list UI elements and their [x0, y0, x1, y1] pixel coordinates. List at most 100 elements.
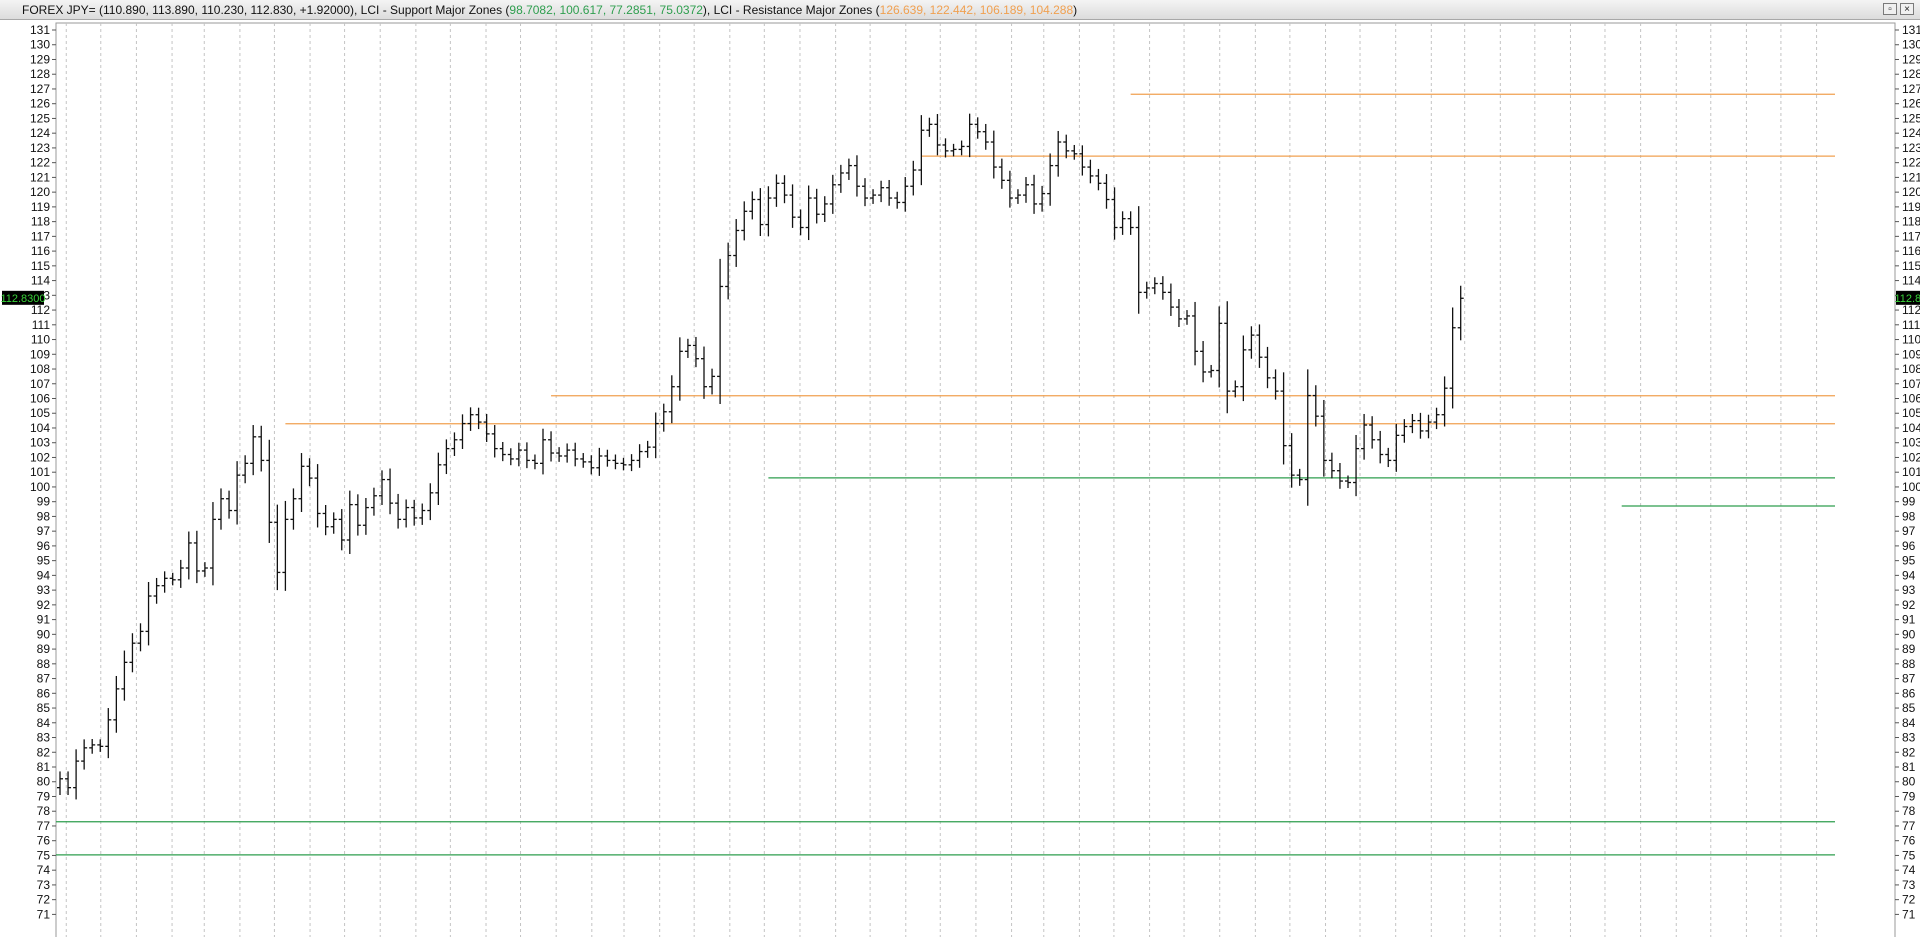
- y-tick-label: 117: [31, 229, 50, 243]
- y-tick-label: 130: [1902, 38, 1920, 52]
- y-tick-label: 104: [30, 421, 50, 435]
- y-tick-label: 122: [30, 156, 50, 170]
- y-tick-label: 81: [37, 760, 51, 774]
- last-price-marker-left: [2, 290, 44, 305]
- y-tick-label: 72: [1902, 893, 1916, 907]
- y-tick-label: 82: [37, 745, 51, 759]
- y-tick-label: 118: [31, 215, 50, 229]
- y-tick-label: 131: [1902, 23, 1920, 37]
- y-tick-label: 85: [37, 701, 51, 715]
- y-tick-label: 109: [1902, 347, 1920, 361]
- y-tick-label: 102: [1902, 450, 1920, 464]
- y-tick-label: 86: [37, 686, 51, 700]
- y-tick-label: 96: [1902, 539, 1916, 553]
- y-tick-label: 108: [1902, 362, 1920, 376]
- y-tick-label: 123: [30, 141, 50, 155]
- last-price-label-left: 112.8300: [0, 293, 45, 305]
- y-tick-label: 112: [1902, 303, 1920, 317]
- y-tick-label: 72: [37, 893, 51, 907]
- y-tick-label: 71: [1902, 907, 1916, 921]
- y-tick-label: 88: [1902, 657, 1916, 671]
- y-tick-label: 130: [30, 38, 50, 52]
- y-tick-label: 86: [1902, 686, 1916, 700]
- y-tick-label: 100: [1902, 480, 1920, 494]
- close-icon[interactable]: ×: [1900, 3, 1914, 15]
- y-tick-label: 129: [1902, 52, 1920, 66]
- y-tick-label: 105: [1902, 406, 1920, 420]
- y-tick-label: 84: [37, 716, 51, 730]
- y-tick-label: 119: [1902, 200, 1920, 214]
- y-tick-label: 109: [30, 347, 50, 361]
- y-tick-label: 118: [1902, 215, 1920, 229]
- y-tick-label: 105: [30, 406, 50, 420]
- y-tick-label: 76: [37, 834, 51, 848]
- y-tick-label: 98: [37, 509, 51, 523]
- y-tick-label: 110: [1902, 333, 1920, 347]
- chart-title-bar: FOREX JPY= (110.890, 113.890, 110.230, 1…: [0, 0, 1920, 20]
- ohlc-bars: [57, 113, 1464, 800]
- y-tick-label: 111: [32, 318, 51, 332]
- y-tick-label: 97: [37, 524, 51, 538]
- y-tick-label: 79: [1902, 789, 1916, 803]
- y-tick-label: 71: [37, 907, 51, 921]
- y-tick-label: 117: [1902, 229, 1920, 243]
- y-tick-label: 114: [31, 274, 50, 288]
- y-tick-label: 128: [1902, 67, 1920, 81]
- y-tick-label: 121: [1902, 170, 1920, 184]
- y-tick-label: 94: [1902, 568, 1916, 582]
- y-tick-label: 124: [30, 126, 50, 140]
- title-middle: ), LCI - Resistance Major Zones (: [702, 3, 880, 17]
- y-tick-label: 96: [37, 539, 51, 553]
- y-tick-label: 131: [30, 23, 50, 37]
- y-tick-label: 78: [37, 804, 51, 818]
- y-tick-label: 102: [30, 450, 50, 464]
- y-tick-label: 110: [31, 333, 50, 347]
- y-tick-label: 81: [1902, 760, 1916, 774]
- y-tick-label: 90: [1902, 627, 1916, 641]
- y-tick-label: 104: [1902, 421, 1920, 435]
- y-tick-label: 127: [1902, 82, 1920, 96]
- y-tick-label: 128: [30, 67, 50, 81]
- y-tick-label: 92: [1902, 598, 1916, 612]
- y-tick-label: 98: [1902, 509, 1916, 523]
- y-tick-label: 94: [37, 568, 51, 582]
- y-tick-label: 103: [30, 436, 50, 450]
- y-tick-label: 122: [1902, 156, 1920, 170]
- y-tick-label: 108: [30, 362, 50, 376]
- y-tick-label: 73: [37, 878, 51, 892]
- y-tick-label: 79: [37, 789, 51, 803]
- y-tick-label: 95: [37, 554, 51, 568]
- y-tick-label: 106: [30, 392, 50, 406]
- y-tick-label: 111: [1902, 318, 1920, 332]
- y-tick-label: 124: [1902, 126, 1920, 140]
- chart-title: FOREX JPY= (110.890, 113.890, 110.230, 1…: [22, 0, 1077, 20]
- y-tick-label: 78: [1902, 804, 1916, 818]
- y-tick-label: 89: [37, 642, 51, 656]
- y-tick-label: 88: [37, 657, 51, 671]
- y-tick-label: 92: [37, 598, 51, 612]
- y-tick-label: 116: [31, 244, 50, 258]
- y-tick-label: 97: [1902, 524, 1916, 538]
- y-tick-label: 107: [30, 377, 50, 391]
- y-tick-label: 127: [30, 82, 50, 96]
- y-tick-label: 126: [30, 97, 50, 111]
- y-tick-label: 115: [1902, 259, 1920, 273]
- y-tick-label: 85: [1902, 701, 1916, 715]
- y-tick-label: 89: [1902, 642, 1916, 656]
- y-tick-label: 100: [30, 480, 50, 494]
- y-tick-label: 87: [1902, 672, 1916, 686]
- y-tick-label: 126: [1902, 97, 1920, 111]
- y-tick-label: 103: [1902, 436, 1920, 450]
- resistance-values: 126.639, 122.442, 106.189, 104.288: [879, 3, 1074, 17]
- y-tick-label: 91: [37, 613, 51, 627]
- y-tick-label: 74: [37, 863, 51, 877]
- y-tick-label: 112: [31, 303, 50, 317]
- restore-icon[interactable]: ▫: [1883, 3, 1897, 15]
- y-tick-label: 99: [37, 495, 51, 509]
- y-tick-label: 123: [1902, 141, 1920, 155]
- y-tick-label: 120: [30, 185, 50, 199]
- y-tick-label: 101: [30, 465, 50, 479]
- y-tick-label: 80: [37, 775, 51, 789]
- y-tick-label: 116: [1902, 244, 1920, 258]
